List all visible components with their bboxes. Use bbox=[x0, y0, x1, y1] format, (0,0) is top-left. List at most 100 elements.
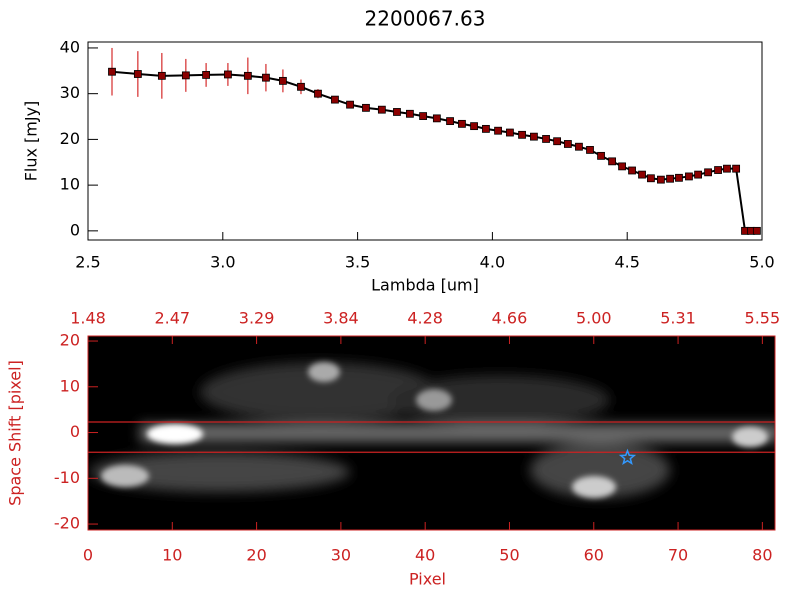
x-tick-label: 80 bbox=[752, 546, 772, 565]
source bbox=[732, 427, 768, 447]
data-point bbox=[297, 82, 305, 91]
data-point bbox=[279, 76, 287, 85]
y-tick-label: 40 bbox=[60, 37, 80, 56]
source bbox=[308, 362, 340, 382]
y-axis-label: Space Shift [pixel] bbox=[6, 360, 25, 506]
source bbox=[101, 465, 149, 487]
source bbox=[416, 389, 452, 411]
x-tick-label: 3.5 bbox=[345, 253, 370, 272]
x2-tick-label: 4.66 bbox=[492, 309, 528, 328]
data-point bbox=[314, 89, 322, 98]
data-point bbox=[506, 128, 514, 137]
haze bbox=[390, 375, 610, 425]
y-tick-label: 0 bbox=[70, 220, 80, 239]
data-point bbox=[732, 164, 741, 173]
y-tick-label: 0 bbox=[70, 422, 80, 441]
data-point bbox=[666, 174, 674, 183]
data-point bbox=[704, 168, 712, 177]
image-glow bbox=[90, 362, 775, 498]
plot-frame bbox=[87, 41, 763, 241]
x-tick-label: 30 bbox=[331, 546, 351, 565]
data-point bbox=[628, 166, 636, 175]
x2-tick-label: 5.31 bbox=[660, 309, 696, 328]
y-axis-label: Flux [mJy] bbox=[22, 101, 41, 182]
x-tick-label: 0 bbox=[83, 546, 93, 565]
x-tick-label: 60 bbox=[584, 546, 604, 565]
x-tick-label: 4.5 bbox=[614, 253, 639, 272]
data-point bbox=[723, 164, 731, 173]
x2-tick-label: 5.55 bbox=[745, 309, 781, 328]
data-point bbox=[618, 162, 626, 171]
series-line bbox=[111, 70, 757, 232]
source bbox=[572, 476, 616, 498]
data-point bbox=[575, 142, 583, 151]
spectral-image bbox=[88, 336, 775, 530]
source bbox=[147, 424, 203, 444]
data-point bbox=[597, 151, 605, 160]
data-point bbox=[685, 172, 693, 181]
data-point bbox=[694, 170, 703, 179]
x-axis-label: Pixel bbox=[409, 570, 446, 589]
target-star bbox=[618, 448, 637, 466]
data-point bbox=[224, 70, 232, 79]
x-tick-label: 20 bbox=[246, 546, 266, 565]
x-tick-label: 4.0 bbox=[480, 253, 505, 272]
data-point bbox=[377, 105, 386, 114]
data-point bbox=[714, 166, 722, 174]
data-point bbox=[181, 71, 190, 80]
data-point bbox=[563, 140, 572, 148]
data-point bbox=[553, 137, 562, 146]
data-point bbox=[638, 170, 646, 179]
x-tick-label: 40 bbox=[415, 546, 435, 565]
x2-tick-label: 5.00 bbox=[576, 309, 612, 328]
data-point bbox=[494, 126, 502, 135]
data-point bbox=[752, 226, 761, 235]
x2-tick-label: 3.29 bbox=[239, 309, 275, 328]
data-point bbox=[393, 108, 401, 116]
haze bbox=[200, 362, 440, 422]
data-point bbox=[608, 157, 617, 166]
x-tick-label: 3.0 bbox=[210, 253, 235, 272]
data-point bbox=[331, 95, 339, 104]
data-point bbox=[108, 67, 116, 76]
data-point bbox=[482, 124, 490, 133]
haze bbox=[530, 442, 670, 498]
y-tick-label: 20 bbox=[60, 129, 80, 148]
data-point bbox=[470, 122, 478, 131]
x2-tick-label: 2.47 bbox=[154, 309, 190, 328]
data-point bbox=[458, 119, 466, 128]
data-point bbox=[446, 117, 454, 126]
y-tick-label: 10 bbox=[60, 376, 80, 395]
data-point bbox=[202, 71, 210, 79]
x-tick-label: 5.0 bbox=[749, 253, 774, 272]
data-point bbox=[586, 146, 594, 154]
data-point bbox=[133, 70, 142, 78]
x-tick-label: 50 bbox=[499, 546, 519, 565]
y-tick-label: 20 bbox=[60, 331, 80, 350]
data-point bbox=[362, 103, 370, 112]
data-point bbox=[432, 114, 441, 123]
x-tick-label: 2.5 bbox=[75, 253, 100, 272]
data-point bbox=[518, 130, 526, 139]
x-tick-label: 10 bbox=[162, 546, 182, 565]
y-tick-label: 10 bbox=[60, 175, 80, 194]
data-point bbox=[346, 100, 354, 109]
x2-tick-label: 1.48 bbox=[70, 309, 106, 328]
data-point bbox=[647, 174, 655, 183]
x2-tick-label: 4.28 bbox=[407, 309, 443, 328]
y-tick-label: -20 bbox=[54, 514, 80, 533]
data-point bbox=[530, 132, 538, 141]
data-point bbox=[243, 71, 252, 80]
haze bbox=[90, 452, 350, 492]
image-sources bbox=[101, 362, 768, 498]
data-point bbox=[406, 109, 414, 118]
data-point bbox=[262, 73, 270, 82]
streak bbox=[140, 424, 775, 442]
chart-title: 2200067.63 bbox=[365, 7, 486, 31]
x2-tick-label: 3.84 bbox=[323, 309, 359, 328]
data-point bbox=[675, 173, 683, 182]
y-tick-label: -10 bbox=[54, 468, 80, 487]
